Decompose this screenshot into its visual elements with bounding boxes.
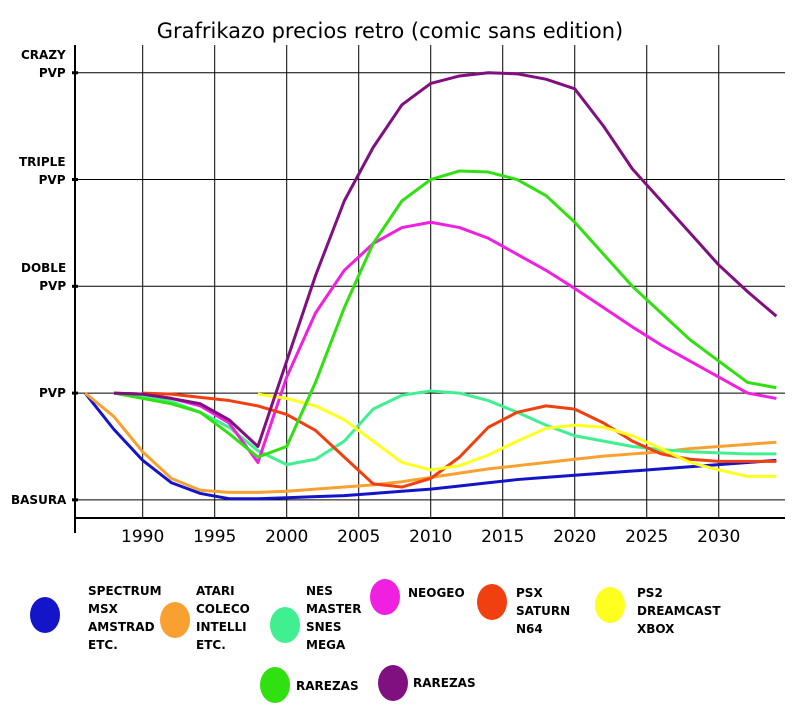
legend-swatch xyxy=(595,587,625,623)
y-tick-label: PVP xyxy=(39,386,66,401)
legend-swatch xyxy=(30,597,60,633)
chart-title: Grafrikazo precios retro (comic sans edi… xyxy=(157,19,623,43)
series-line xyxy=(113,169,777,459)
y-tick-label: CRAZY PVP xyxy=(21,47,66,80)
legend-label: RAREZAS xyxy=(296,679,359,693)
y-tick-label: TRIPLE PVP xyxy=(19,154,66,187)
legend-label: NEOGEO xyxy=(408,586,465,600)
x-tick-label: 2010 xyxy=(409,527,452,547)
x-tick-label: 1990 xyxy=(121,527,164,547)
legend-swatch xyxy=(477,584,507,620)
legend-label: SPECTRUM MSX AMSTRAD ETC. xyxy=(88,584,162,652)
legend-swatch xyxy=(378,665,408,701)
x-tick-label: 2030 xyxy=(697,527,740,547)
series-line xyxy=(113,71,778,448)
y-tick-label: BASURA xyxy=(11,492,67,507)
series-line xyxy=(113,389,777,467)
legend-label: RAREZAS xyxy=(413,676,476,690)
legend-label: PSX SATURN N64 xyxy=(516,586,571,636)
x-tick-label: 2015 xyxy=(481,527,524,547)
x-tick-label: 2000 xyxy=(265,527,308,547)
legend-label: NES MASTER SNES MEGA xyxy=(306,584,362,652)
legend-label: ATARI COLECO INTELLI ETC. xyxy=(196,584,250,652)
series-line xyxy=(83,392,777,501)
x-tick-label: 2020 xyxy=(553,527,596,547)
x-tick-label: 2025 xyxy=(625,527,668,547)
legend-swatch xyxy=(260,667,290,703)
series-line xyxy=(257,392,777,478)
legend-swatch xyxy=(160,602,190,638)
x-tick-label: 1995 xyxy=(193,527,236,547)
x-tick-label: 2005 xyxy=(337,527,380,547)
y-tick-label: DOBLE PVP xyxy=(21,261,67,294)
legend-swatch xyxy=(270,607,300,643)
legend-swatch xyxy=(370,579,400,615)
series-line xyxy=(113,220,777,464)
legend-label: PS2 DREAMCAST XBOX xyxy=(637,586,721,636)
series-line xyxy=(142,391,777,489)
